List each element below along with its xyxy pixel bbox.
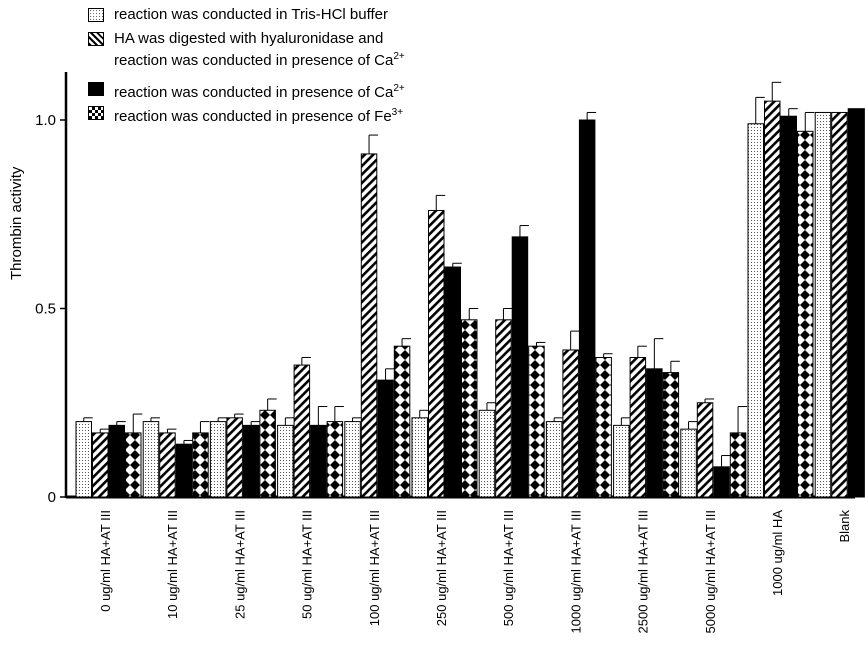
bar-diamonds <box>461 319 478 498</box>
bar-dots <box>680 428 697 498</box>
bar-solid <box>310 424 327 498</box>
legend-item-iron: reaction was conducted in presence of Fe… <box>88 104 488 128</box>
bar-solid <box>377 379 394 498</box>
x-tick-label: 2500 ug/ml HA+AT III <box>636 510 651 633</box>
bar-diamonds <box>528 345 545 498</box>
bar-dots <box>545 421 563 498</box>
legend-swatch-solid <box>88 82 104 96</box>
bar-hatch <box>226 417 243 498</box>
legend-item-tris: reaction was conducted in Tris-HCl buffe… <box>88 6 488 30</box>
bar-solid <box>646 368 663 498</box>
legend-label-sup: 2+ <box>393 83 405 94</box>
legend-label-line2: reaction was conducted in presence of Ca <box>114 52 394 69</box>
bar-hatch <box>629 357 647 498</box>
x-tick-label: Blank <box>837 510 852 543</box>
legend-swatch-dots <box>88 8 104 22</box>
bar-dots <box>747 123 764 498</box>
y-tick-label: 0 <box>48 489 56 506</box>
bar-diamonds <box>595 357 612 498</box>
bar-hatch <box>92 432 109 498</box>
bar-diamonds <box>192 432 209 498</box>
bar-solid <box>780 115 797 498</box>
x-tick-labels: 0 ug/ml HA+AT III 10 ug/ml HA+AT III 25 ug… <box>98 510 852 634</box>
legend-swatch-diamonds <box>88 106 104 120</box>
bar-hatch <box>764 100 781 498</box>
bar-dots <box>142 421 160 498</box>
legend-item-hyaluronidase: HA was digested with hyaluronidase and re… <box>88 30 488 80</box>
x-tick-label: 100 ug/ml HA+AT III <box>367 510 382 626</box>
legend-label-line1: HA was digested with hyaluronidase and <box>114 30 384 47</box>
bar-solid <box>175 443 193 498</box>
bar-solid <box>578 119 596 498</box>
x-tick-label: 25 ug/ml HA+AT III <box>232 510 247 619</box>
legend-label-text: reaction was conducted in presence of Fe <box>114 108 392 125</box>
bar-diamonds <box>729 432 747 498</box>
bar-solid <box>242 424 260 498</box>
legend-swatch-hatch <box>88 32 104 46</box>
legend-label-sup: 2+ <box>393 51 405 62</box>
legend-label: reaction was conducted in Tris-HCl buffe… <box>114 6 389 23</box>
bar-dots <box>277 424 294 498</box>
bar-diamonds <box>797 130 814 498</box>
bar-diamonds <box>393 345 411 498</box>
bar-hatch <box>831 111 848 498</box>
x-tick-label: 10 ug/ml HA+AT III <box>165 510 180 619</box>
legend-label-text: reaction was conducted in presence of Ca <box>114 84 394 101</box>
bar-solid <box>847 108 865 498</box>
bar-hatch <box>696 402 714 498</box>
bar-solid <box>511 236 529 498</box>
bar-diamonds <box>662 372 680 498</box>
bar-hatch <box>428 209 445 498</box>
bar-diamonds <box>326 421 344 498</box>
bar-dots <box>478 409 496 498</box>
y-tick-label: 0.5 <box>35 301 56 318</box>
legend-label: reaction was conducted in presence of Ca… <box>114 80 494 102</box>
bar-hatch <box>562 349 579 498</box>
legend-label-sup: 3+ <box>391 107 404 118</box>
bar-dots <box>411 417 428 498</box>
bar-hatch <box>293 364 311 498</box>
y-tick-label: 1.0 <box>35 112 56 129</box>
x-tick-label: 0 ug/ml HA+AT III <box>98 510 113 612</box>
bar-solid <box>713 466 730 498</box>
x-tick-label: 250 ug/ml HA+AT III <box>434 510 449 626</box>
chart-legend: reaction was conducted in Tris-HCl buffe… <box>88 6 488 128</box>
bar-dots <box>613 424 630 498</box>
legend-item-calcium: reaction was conducted in presence of Ca… <box>88 80 488 104</box>
x-tick-label: 500 ug/ml HA+AT III <box>501 510 516 626</box>
x-tick-label: 1000 ug/ml HA+AT III <box>568 510 583 633</box>
bar-hatch <box>159 432 176 498</box>
x-tick-label: 5000 ug/ml HA+AT III <box>703 510 718 633</box>
bar-solid <box>444 266 461 498</box>
x-tick-label: 1000 ug/ml HA <box>770 510 785 596</box>
bar-hatch <box>360 153 378 498</box>
x-tick-label: 50 ug/ml HA+AT III <box>300 510 315 619</box>
bar-dots <box>209 421 227 498</box>
legend-label: reaction was conducted in presence of Fe… <box>114 104 494 126</box>
bar-diamonds <box>125 432 142 498</box>
chart-bars <box>75 81 865 498</box>
bar-dots <box>75 421 92 498</box>
legend-label: HA was digested with hyaluronidase and re… <box>114 30 494 70</box>
bar-hatch <box>495 319 512 498</box>
bar-diamonds <box>259 409 276 498</box>
bar-dots <box>344 421 361 498</box>
bar-dots <box>814 111 832 498</box>
y-axis-label: Thrombin activity <box>8 166 25 280</box>
bar-solid <box>108 424 125 498</box>
